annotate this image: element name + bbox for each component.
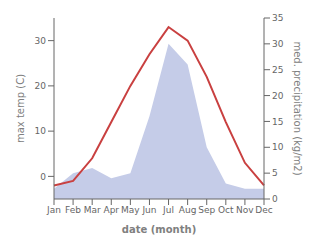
svg-text:Jun: Jun [141, 205, 156, 215]
svg-text:date (month): date (month) [122, 224, 196, 235]
svg-text:35: 35 [272, 13, 283, 23]
svg-text:10: 10 [272, 142, 284, 152]
svg-text:Jul: Jul [162, 205, 174, 215]
svg-text:20: 20 [272, 91, 284, 101]
svg-text:Mar: Mar [84, 205, 101, 215]
svg-text:15: 15 [272, 117, 283, 127]
svg-text:10: 10 [35, 126, 47, 136]
svg-text:0: 0 [40, 172, 46, 182]
svg-text:max temp (C): max temp (C) [15, 74, 26, 143]
svg-text:Aug: Aug [179, 205, 197, 215]
svg-text:Apr: Apr [103, 205, 119, 215]
svg-text:May: May [121, 205, 140, 215]
svg-text:Jan: Jan [46, 205, 61, 215]
svg-text:30: 30 [272, 39, 284, 49]
svg-text:Oct: Oct [218, 205, 234, 215]
svg-text:0: 0 [272, 194, 278, 204]
svg-text:Nov: Nov [236, 205, 254, 215]
svg-text:Dec: Dec [255, 205, 272, 215]
svg-text:med. precipitation (kg/m2): med. precipitation (kg/m2) [292, 41, 303, 175]
svg-text:25: 25 [272, 65, 283, 75]
svg-text:Sep: Sep [198, 205, 215, 215]
svg-text:Feb: Feb [65, 205, 81, 215]
svg-text:5: 5 [272, 168, 278, 178]
svg-text:30: 30 [35, 36, 47, 46]
svg-text:20: 20 [35, 81, 47, 91]
